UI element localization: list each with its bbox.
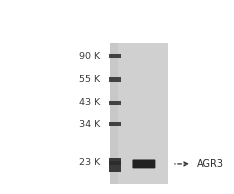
FancyBboxPatch shape — [110, 43, 121, 184]
FancyBboxPatch shape — [109, 54, 121, 58]
FancyBboxPatch shape — [109, 158, 121, 172]
Text: AGR3: AGR3 — [197, 159, 223, 169]
Text: 55 K: 55 K — [80, 75, 101, 84]
FancyBboxPatch shape — [109, 77, 121, 82]
FancyBboxPatch shape — [118, 43, 168, 184]
Text: 43 K: 43 K — [79, 98, 101, 107]
FancyBboxPatch shape — [109, 161, 121, 165]
Text: 34 K: 34 K — [79, 120, 101, 129]
FancyBboxPatch shape — [109, 122, 121, 126]
Text: 23 K: 23 K — [79, 158, 101, 167]
FancyBboxPatch shape — [109, 101, 121, 105]
FancyBboxPatch shape — [132, 159, 155, 168]
Text: 90 K: 90 K — [80, 52, 101, 61]
